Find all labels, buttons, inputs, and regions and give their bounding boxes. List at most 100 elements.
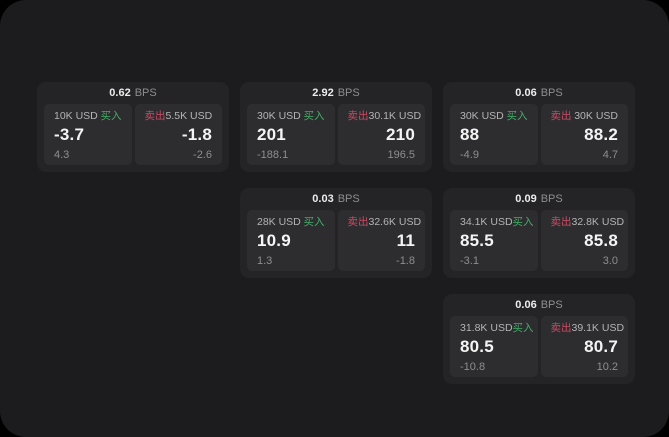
sell-sub-value: 3.0 [602, 255, 618, 267]
sell-sub-value: -2.6 [193, 149, 212, 161]
buy-price: 85.5 [460, 231, 494, 250]
buy-panel-header: 30K USD 买入 [460, 110, 528, 123]
sell-side-label: 卖出 [347, 216, 369, 228]
sell-amount: 30.1K USD [368, 110, 422, 122]
sell-side-label: 卖出 [550, 216, 572, 228]
sell-price: 85.8 [584, 231, 618, 250]
buy-sub-value: 1.3 [257, 255, 273, 267]
sell-panel[interactable]: 卖出 39.1K USD 80.7 10.2 [540, 316, 628, 377]
sell-side-label: 卖出 [550, 110, 572, 122]
buy-amount: 30K USD [257, 110, 301, 122]
buy-amount: 34.1K USD [460, 216, 513, 228]
card-header: 0.09 BPS [443, 188, 635, 210]
buy-amount: 10K USD [54, 110, 98, 122]
buy-panel-header: 31.8K USD 买入 [460, 322, 534, 335]
quote-card[interactable]: 0.03 BPS 28K USD 买入 10.9 1.3 卖出 32.6K US… [240, 188, 432, 278]
sell-price: 80.7 [584, 337, 618, 356]
sell-side-label: 卖出 [347, 110, 369, 122]
sell-side-label: 卖出 [550, 322, 572, 334]
buy-side-label: 买入 [506, 110, 528, 122]
buy-panel[interactable]: 34.1K USD 买入 85.5 -3.1 [450, 210, 538, 271]
buy-sub-value: -10.8 [460, 361, 486, 373]
sell-amount: 32.6K USD [368, 216, 422, 228]
bps-label: BPS [337, 193, 360, 205]
bps-label: BPS [540, 87, 563, 99]
buy-amount: 28K USD [257, 216, 301, 228]
buy-side-label: 买入 [512, 216, 534, 228]
buy-panel-header: 30K USD 买入 [257, 110, 325, 123]
buy-panel-header: 28K USD 买入 [257, 216, 325, 229]
buy-panel[interactable]: 31.8K USD 买入 80.5 -10.8 [450, 316, 538, 377]
sell-price: -1.8 [181, 125, 212, 144]
sell-amount: 39.1K USD [571, 322, 625, 334]
buy-sub-value: -4.9 [460, 149, 479, 161]
sell-panel[interactable]: 卖出 30.1K USD 210 196.5 [337, 104, 425, 165]
quote-panels: 28K USD 买入 10.9 1.3 卖出 32.6K USD 11 -1.8 [247, 210, 425, 271]
sell-panel-header: 卖出 32.6K USD [347, 216, 422, 229]
buy-panel[interactable]: 28K USD 买入 10.9 1.3 [247, 210, 335, 271]
buy-amount: 30K USD [460, 110, 504, 122]
sell-sub-value: 4.7 [602, 149, 618, 161]
buy-sub-value: 4.3 [54, 149, 70, 161]
sell-price: 88.2 [584, 125, 618, 144]
sell-panel-header: 卖出 5.5K USD [145, 110, 213, 123]
buy-panel[interactable]: 30K USD 买入 201 -188.1 [247, 104, 335, 165]
quote-card[interactable]: 2.92 BPS 30K USD 买入 201 -188.1 卖出 30.1K … [240, 82, 432, 172]
bps-label: BPS [337, 87, 360, 99]
bps-label: BPS [540, 193, 563, 205]
bps-value: 0.03 [312, 193, 334, 205]
sell-panel[interactable]: 卖出 30K USD 88.2 4.7 [540, 104, 628, 165]
bps-label: BPS [134, 87, 157, 99]
buy-sub-value: -188.1 [257, 149, 289, 161]
sell-side-label: 卖出 [144, 110, 166, 122]
sell-panel[interactable]: 卖出 5.5K USD -1.8 -2.6 [134, 104, 222, 165]
quote-panels: 10K USD 买入 -3.7 4.3 卖出 5.5K USD -1.8 -2.… [44, 104, 222, 165]
buy-side-label: 买入 [303, 110, 325, 122]
sell-price: 210 [386, 125, 415, 144]
card-header: 0.62 BPS [37, 82, 229, 104]
buy-price: 10.9 [257, 231, 291, 250]
card-header: 0.06 BPS [443, 294, 635, 316]
sell-panel-header: 卖出 39.1K USD [550, 322, 625, 335]
sell-panel-header: 卖出 30K USD [551, 110, 619, 123]
sell-amount: 32.8K USD [571, 216, 625, 228]
bps-value: 0.62 [109, 87, 131, 99]
quote-panels: 30K USD 买入 201 -188.1 卖出 30.1K USD 210 1… [247, 104, 425, 165]
buy-panel[interactable]: 30K USD 买入 88 -4.9 [450, 104, 538, 165]
buy-price: -3.7 [54, 125, 85, 144]
buy-side-label: 买入 [100, 110, 122, 122]
sell-panel[interactable]: 卖出 32.6K USD 11 -1.8 [337, 210, 425, 271]
sell-panel-header: 卖出 30.1K USD [347, 110, 422, 123]
buy-amount: 31.8K USD [460, 322, 513, 334]
sell-price: 11 [396, 231, 415, 250]
buy-price: 201 [257, 125, 286, 144]
quote-panels: 31.8K USD 买入 80.5 -10.8 卖出 39.1K USD 80.… [450, 316, 628, 377]
buy-panel-header: 10K USD 买入 [54, 110, 122, 123]
sell-panel[interactable]: 卖出 32.8K USD 85.8 3.0 [540, 210, 628, 271]
sell-panel-header: 卖出 32.8K USD [550, 216, 625, 229]
buy-side-label: 买入 [303, 216, 325, 228]
buy-sub-value: -3.1 [460, 255, 479, 267]
bps-label: BPS [540, 299, 563, 311]
quote-card[interactable]: 0.09 BPS 34.1K USD 买入 85.5 -3.1 卖出 32.8K… [443, 188, 635, 278]
buy-price: 80.5 [460, 337, 494, 356]
quote-card[interactable]: 0.06 BPS 30K USD 买入 88 -4.9 卖出 30K USD 8… [443, 82, 635, 172]
quote-panels: 34.1K USD 买入 85.5 -3.1 卖出 32.8K USD 85.8… [450, 210, 628, 271]
card-header: 0.06 BPS [443, 82, 635, 104]
quote-card[interactable]: 0.62 BPS 10K USD 买入 -3.7 4.3 卖出 5.5K USD… [37, 82, 229, 172]
sell-sub-value: 196.5 [387, 149, 415, 161]
card-header: 0.03 BPS [240, 188, 432, 210]
quote-card[interactable]: 0.06 BPS 31.8K USD 买入 80.5 -10.8 卖出 39.1… [443, 294, 635, 384]
quote-panels: 30K USD 买入 88 -4.9 卖出 30K USD 88.2 4.7 [450, 104, 628, 165]
buy-panel-header: 34.1K USD 买入 [460, 216, 534, 229]
buy-panel[interactable]: 10K USD 买入 -3.7 4.3 [44, 104, 132, 165]
bps-value: 0.06 [515, 87, 537, 99]
bps-value: 2.92 [312, 87, 334, 99]
bps-value: 0.09 [515, 193, 537, 205]
sell-sub-value: -1.8 [396, 255, 415, 267]
sell-amount: 30K USD [574, 110, 618, 122]
sell-sub-value: 10.2 [596, 361, 618, 373]
card-header: 2.92 BPS [240, 82, 432, 104]
bps-value: 0.06 [515, 299, 537, 311]
